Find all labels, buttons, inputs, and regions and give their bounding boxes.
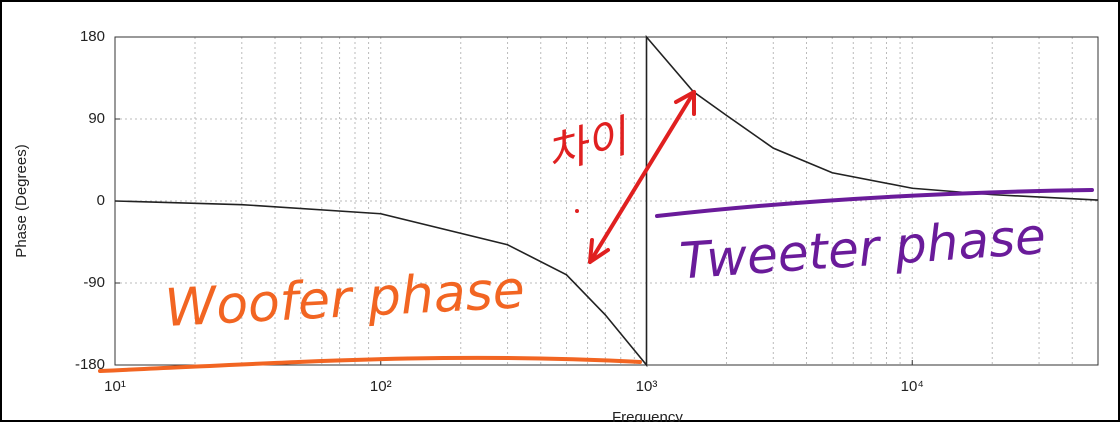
plot-area: [114, 34, 1099, 368]
woofer-underline: [98, 355, 642, 373]
x-tick-label: 10¹: [104, 378, 126, 395]
phase-line: [114, 34, 1099, 368]
y-tick-label: 90: [88, 110, 105, 127]
y-tick-label: -90: [83, 274, 105, 291]
x-tick-label: 10³: [636, 378, 658, 395]
y-tick-label: -180: [75, 356, 105, 373]
x-tick-label: 10⁴: [901, 378, 924, 395]
x-axis-label: Frequency: [612, 409, 683, 422]
difference-arrow: [588, 90, 696, 264]
y-tick-label: 180: [80, 28, 105, 45]
dot: [575, 209, 579, 213]
y-tick-label: 0: [97, 192, 105, 209]
tweeter-line: [655, 188, 1094, 218]
y-axis-label: Phase (Degrees): [13, 144, 30, 257]
x-tick-label: 10²: [370, 378, 392, 395]
